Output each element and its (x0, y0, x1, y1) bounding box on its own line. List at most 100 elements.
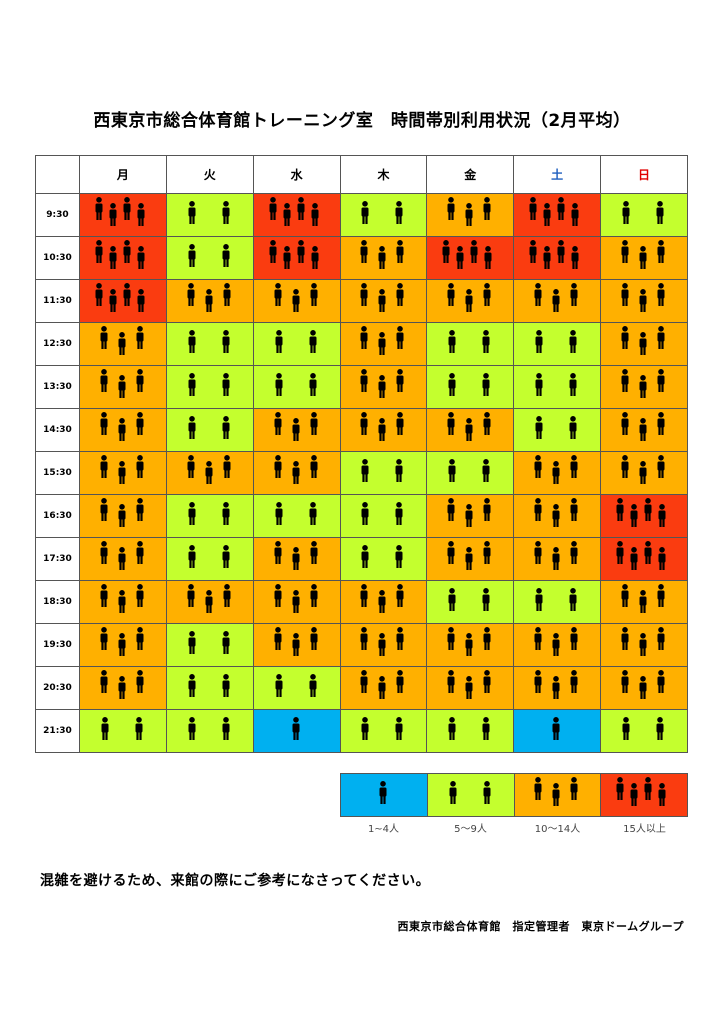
person-icon-group (444, 412, 496, 444)
person-icon-group (619, 200, 669, 226)
person-icon-group (531, 541, 583, 573)
usage-cell (339, 537, 428, 581)
usage-cell (600, 408, 688, 452)
time-row: 19:30 (35, 623, 688, 667)
usage-cell (426, 451, 515, 495)
legend-label: 5～9人 (454, 824, 487, 835)
legend-label: 10～14人 (534, 824, 581, 835)
person-icon-group (440, 240, 500, 272)
usage-cell (339, 408, 428, 452)
usage-cell (426, 408, 515, 452)
time-label: 10:30 (35, 236, 80, 280)
usage-cell (165, 494, 254, 538)
person-icon-group (93, 240, 153, 272)
person-icon-group (358, 200, 408, 226)
usage-cell (252, 494, 341, 538)
person-icon-group (358, 544, 408, 570)
person-icon-group (445, 329, 495, 355)
person-icon-group (357, 369, 409, 401)
usage-table: 月 火 水 木 金 土 日 9:30 (35, 155, 688, 753)
person-icon-group (97, 498, 149, 530)
time-label: 12:30 (35, 322, 80, 366)
usage-cell (79, 494, 167, 538)
time-rows: 9:30 (35, 193, 688, 753)
person-icon-group (97, 541, 149, 573)
legend-swatch (340, 773, 428, 817)
person-icon-group (357, 412, 409, 444)
usage-cell (339, 279, 428, 323)
legend-label: 1~4人 (367, 824, 400, 835)
person-icon-group (357, 240, 409, 272)
person-icon-group (358, 501, 408, 527)
footer-credit: 西東京市総合体育館 指定管理者 東京ドームグループ (397, 920, 684, 933)
time-row: 16:30 (35, 494, 688, 538)
day-header: 木 (339, 155, 428, 194)
legend-swatches (340, 773, 688, 817)
person-icon-group (272, 501, 322, 527)
usage-cell (600, 709, 688, 753)
time-label: 21:30 (35, 709, 80, 753)
person-icon-group (97, 627, 149, 659)
person-icon-group (271, 584, 323, 616)
usage-cell (252, 666, 341, 710)
person-icon-group (184, 455, 236, 487)
usage-cell (165, 451, 254, 495)
person-icon-group (445, 587, 495, 613)
usage-cell (426, 494, 515, 538)
usage-cell (600, 623, 688, 667)
person-icon-group (531, 777, 583, 809)
person-icon-group (97, 369, 149, 401)
person-icon-group (444, 283, 496, 315)
person-icon-group (271, 283, 323, 315)
person-icon-group (357, 670, 409, 702)
usage-cell (252, 279, 341, 323)
person-icon-group (618, 326, 670, 358)
usage-cell (79, 451, 167, 495)
person-icon-group (618, 455, 670, 487)
usage-cell (426, 666, 515, 710)
usage-cell (165, 365, 254, 409)
usage-cell (79, 322, 167, 366)
usage-cell (79, 193, 167, 237)
person-icon-group (185, 673, 235, 699)
time-label: 19:30 (35, 623, 80, 667)
person-icon-group (357, 283, 409, 315)
person-icon-group (445, 716, 495, 742)
time-row: 12:30 (35, 322, 688, 366)
person-icon-group (185, 243, 235, 269)
person-icon-group (618, 283, 670, 315)
time-row: 15:30 (35, 451, 688, 495)
usage-cell (426, 709, 515, 753)
person-icon-group (185, 415, 235, 441)
person-icon-group (376, 780, 392, 806)
usage-cell (339, 709, 428, 753)
person-icon-group (531, 455, 583, 487)
usage-cell (513, 193, 602, 237)
usage-cell (165, 623, 254, 667)
usage-cell (426, 193, 515, 237)
person-icon-group (446, 780, 496, 806)
usage-cell (252, 365, 341, 409)
person-icon-group (614, 498, 674, 530)
person-icon-group (184, 283, 236, 315)
person-icon-group (358, 458, 408, 484)
person-icon-group (357, 627, 409, 659)
usage-cell (252, 236, 341, 280)
person-icon-group (185, 544, 235, 570)
day-header-sunday: 日 (600, 155, 688, 194)
time-label: 20:30 (35, 666, 80, 710)
usage-cell (165, 322, 254, 366)
usage-cell (426, 279, 515, 323)
usage-cell (339, 666, 428, 710)
person-icon-group (267, 240, 327, 272)
usage-cell (426, 365, 515, 409)
usage-cell (426, 236, 515, 280)
person-icon-group (272, 329, 322, 355)
usage-cell (513, 279, 602, 323)
person-icon-group (445, 372, 495, 398)
usage-cell (165, 580, 254, 624)
usage-cell (513, 451, 602, 495)
usage-cell (600, 537, 688, 581)
day-header: 水 (252, 155, 341, 194)
person-icon-group (531, 283, 583, 315)
